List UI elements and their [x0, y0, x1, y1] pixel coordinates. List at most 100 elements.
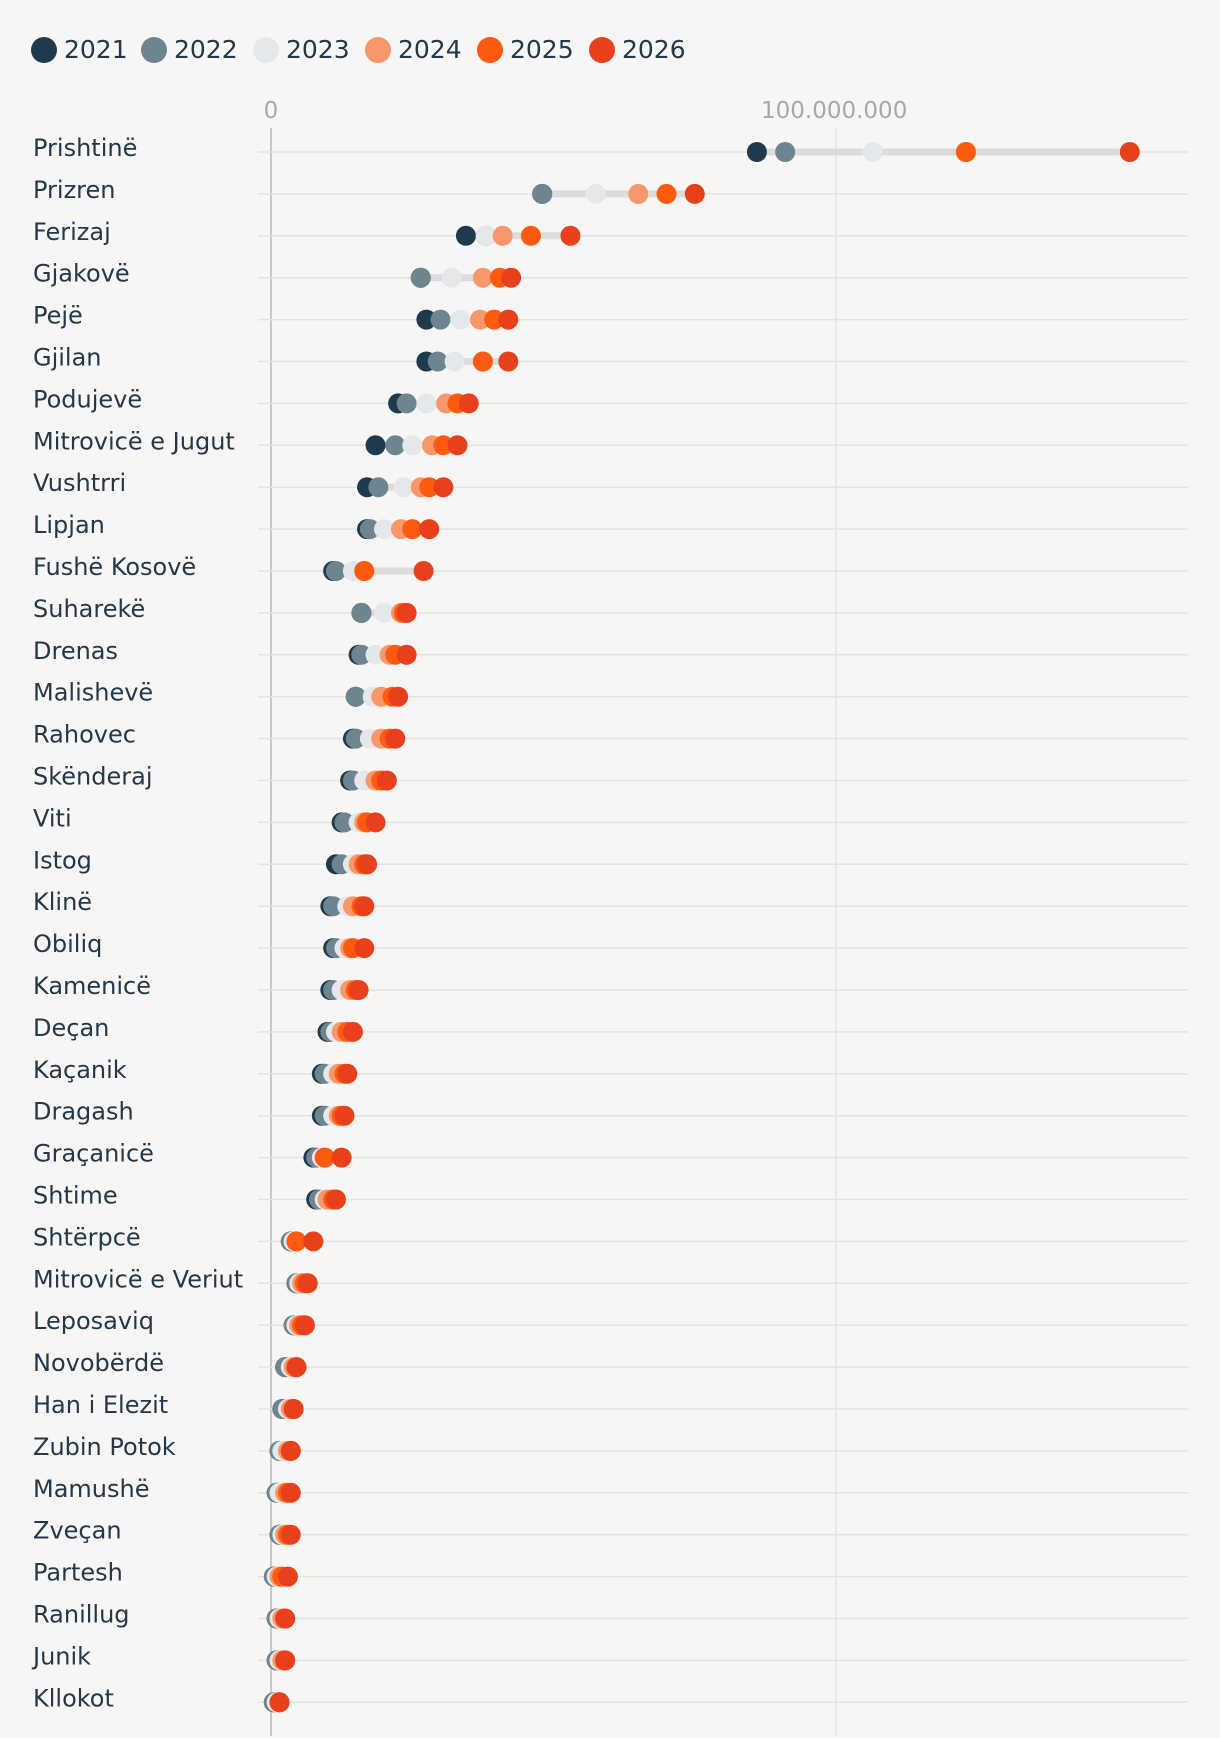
dot-prishtine-2021 [746, 142, 767, 162]
dot-mitrovice-e-jugut-2021 [365, 435, 386, 456]
category-label-mitrovice-e-jugut: Mitrovicë e Jugut [33, 427, 235, 455]
dot-peje-2024 [470, 309, 491, 330]
dot-peje-2022 [430, 309, 451, 330]
row-mamushe: Mamushë [33, 1475, 1188, 1503]
dot-drenas-2026 [396, 644, 417, 665]
legend-swatch-2023 [253, 37, 279, 63]
dot-vushtrri-2025 [419, 477, 440, 498]
dot-gjilan-2025 [472, 351, 493, 372]
row-peje: Pejë [33, 302, 1188, 330]
x-axis: 0 100.000.000 [264, 98, 907, 1737]
category-label-gjilan: Gjilan [33, 344, 102, 372]
dot-zubin-potok-2026 [280, 1440, 301, 1461]
row-zvecan: Zveçan [33, 1517, 1188, 1545]
dot-lipjan-2026 [419, 519, 440, 540]
row-leposaviq: Leposaviq [33, 1307, 1188, 1336]
dot-viti-2026 [365, 812, 386, 833]
row-gjilan: Gjilan [33, 344, 1188, 372]
row-partesh: Partesh [33, 1559, 1188, 1587]
row-malisheve: Malishevë [33, 679, 1188, 707]
dot-rahovec-2026 [385, 728, 406, 749]
legend: 2021 2022 2023 2024 2025 2026 [31, 35, 686, 64]
dot-vushtrri-2026 [433, 477, 454, 498]
dot-malisheve-2026 [388, 686, 409, 707]
dot-kllokot-2026 [269, 1692, 290, 1713]
dot-peje-2025 [484, 309, 505, 330]
dot-mitrovice-e-jugut-2026 [447, 435, 468, 456]
tick-label-100-000-000: 100.000.000 [761, 98, 907, 124]
dot-zvecan-2026 [280, 1524, 301, 1545]
dot-ferizaj-2023 [475, 225, 496, 246]
category-label-ferizaj: Ferizaj [33, 218, 111, 246]
dot-gracanice-2026 [331, 1147, 352, 1168]
tick-label-0: 0 [264, 98, 279, 124]
row-shterpce: Shtërpcë [33, 1223, 1188, 1252]
row-gjakove: Gjakovë [33, 260, 1188, 288]
dot-partesh-2026 [277, 1566, 298, 1587]
legend-swatch-2021 [31, 37, 57, 63]
row-shtime: Shtime [33, 1182, 1188, 1210]
dot-shterpce-2025 [286, 1231, 307, 1252]
row-drenas: Drenas [33, 637, 1188, 665]
row-gracanice: Graçanicë [33, 1140, 1188, 1168]
category-label-rahovec: Rahovec [33, 721, 136, 749]
dot-dragash-2026 [334, 1105, 355, 1126]
dot-gjakove-2026 [501, 267, 522, 288]
dot-lipjan-2023 [374, 519, 394, 540]
dot-gjakove-2022 [410, 267, 431, 288]
dot-fushe-kosove-2025 [354, 561, 375, 581]
row-prizren: Prizren [33, 176, 1188, 204]
category-label-prizren: Prizren [33, 176, 116, 204]
dot-gjilan-2026 [498, 351, 519, 372]
category-label-vushtrri: Vushtrri [33, 469, 126, 497]
category-label-gracanice: Graçanicë [33, 1140, 154, 1168]
row-han-i-elezit: Han i Elezit [33, 1391, 1188, 1419]
dot-ranillug-2026 [275, 1608, 296, 1629]
dot-obiliq-2026 [354, 938, 375, 959]
dot-vushtrri-2023 [393, 477, 414, 498]
row-kacanik: Kaçanik [33, 1056, 1188, 1084]
category-label-junik: Junik [31, 1642, 91, 1670]
dot-mitrovice-e-jugut-2025 [433, 435, 454, 456]
dot-prishtine-2026 [1119, 142, 1140, 162]
dot-fushe-kosove-2026 [413, 561, 434, 581]
row-kllokot: Kllokot [33, 1684, 1188, 1713]
legend-swatch-2025 [477, 37, 503, 63]
dot-mamushe-2026 [280, 1482, 301, 1503]
dot-gjakove-2023 [441, 267, 462, 288]
category-label-lipjan: Lipjan [33, 511, 105, 539]
dot-mitrovice-e-jugut-2022 [385, 435, 406, 456]
category-label-kamenice: Kamenicë [33, 972, 151, 1000]
dot-drenas-2023 [365, 644, 386, 665]
dot-mitrovice-e-veriut-2026 [297, 1273, 318, 1294]
legend-swatch-2022 [141, 37, 167, 63]
plot-rows: Prishtinë Prizren Ferizaj Gjakovë Pejë Gjilan… [31, 134, 1188, 1713]
category-label-dragash: Dragash [33, 1098, 134, 1126]
row-mitrovice-e-veriut: Mitrovicë e Veriut [33, 1265, 1188, 1294]
category-label-leposaviq: Leposaviq [33, 1307, 154, 1335]
dot-fushe-kosove-2022 [325, 561, 346, 581]
dot-vushtrri-2022 [368, 477, 389, 498]
dot-shtime-2026 [325, 1189, 346, 1210]
row-novoberde: Novobërdë [33, 1349, 1188, 1378]
category-label-ranillug: Ranillug [33, 1601, 130, 1629]
dot-kline-2022 [323, 896, 344, 917]
category-label-mitrovice-e-veriut: Mitrovicë e Veriut [33, 1265, 243, 1293]
category-label-skenderaj: Skënderaj [33, 763, 153, 791]
dot-gjilan-2022 [427, 351, 448, 372]
category-label-kline: Klinë [33, 888, 92, 916]
row-obiliq: Obiliq [33, 930, 1188, 959]
row-suhareke: Suharekë [33, 595, 1188, 623]
category-label-podujeve: Podujevë [33, 385, 142, 413]
dot-mitrovice-e-jugut-2023 [402, 435, 423, 456]
dot-gracanice-2025 [314, 1147, 335, 1168]
dot-prishtine-2025 [955, 142, 976, 162]
row-skenderaj: Skënderaj [33, 763, 1188, 791]
legend-label-2021: 2021 [64, 35, 128, 64]
dot-prizren-2026 [684, 183, 705, 204]
dot-suhareke-2023 [374, 602, 394, 623]
dot-junik-2026 [275, 1650, 296, 1671]
dot-prizren-2024 [628, 183, 649, 204]
dot-ferizaj-2026 [560, 225, 581, 246]
dot-ferizaj-2025 [520, 225, 541, 246]
